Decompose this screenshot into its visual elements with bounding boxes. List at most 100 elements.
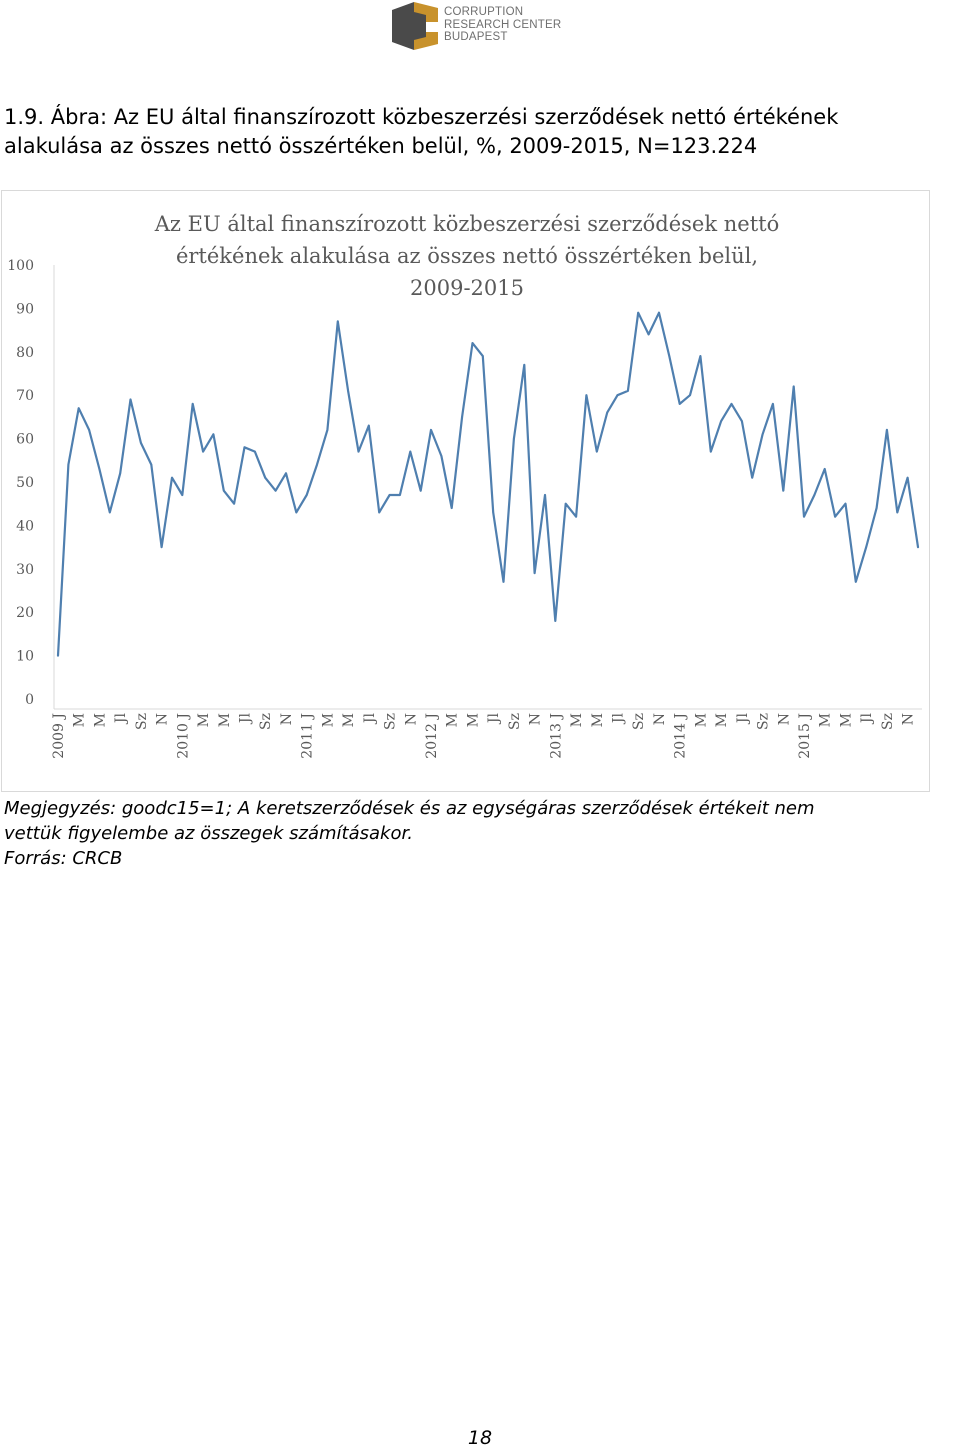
data-point (627, 390, 629, 392)
x-tick-label: Sz (880, 713, 896, 730)
x-tick-label: 2014 J (673, 713, 689, 759)
x-tick-label: 2013 J (548, 713, 564, 759)
x-tick-label: M (320, 713, 336, 727)
data-point (450, 507, 453, 509)
data-point (647, 333, 650, 336)
x-tick-label: 2012 J (424, 713, 440, 759)
x-tick-label: Sz (134, 713, 150, 730)
x-tick-label: Sz (258, 713, 274, 730)
y-tick-label: 0 (25, 692, 34, 708)
data-point (813, 494, 816, 496)
data-point (88, 429, 90, 431)
x-tick-label: Sz (756, 713, 772, 730)
x-tick-label: M (818, 713, 834, 727)
data-point (181, 494, 184, 496)
y-tick-label: 30 (16, 562, 34, 578)
data-point (564, 502, 567, 505)
data-point (772, 403, 774, 405)
crcb-logo: CORRUPTION RESEARCH CENTER BUDAPEST (392, 2, 582, 50)
x-tick-label: Jl (611, 712, 627, 725)
x-tick-label: M (714, 713, 730, 727)
data-point (243, 446, 246, 449)
data-point (295, 511, 298, 514)
x-tick-label: M (838, 713, 854, 727)
data-point (430, 429, 432, 431)
data-point (233, 502, 235, 505)
data-point (212, 433, 215, 436)
data-point (471, 342, 474, 344)
y-tick-label: 100 (7, 258, 34, 274)
data-point (720, 420, 722, 422)
x-tick-label: 2009 J (51, 713, 67, 759)
x-tick-label: Sz (383, 713, 399, 730)
data-point (917, 546, 919, 548)
data-point (834, 515, 836, 518)
data-point (502, 581, 505, 583)
x-tick-label: Jl (113, 712, 129, 725)
x-tick-label: 2010 J (175, 713, 191, 759)
data-point (223, 489, 225, 492)
data-point (585, 394, 588, 396)
figure-heading: 1.9. Ábra: Az EU által finanszírozott kö… (4, 103, 956, 161)
data-point (616, 394, 619, 396)
data-point (98, 468, 101, 470)
data-point (326, 429, 329, 431)
y-tick-label: 10 (16, 649, 34, 665)
logo-line: RESEARCH CENTER (444, 18, 562, 31)
y-tick-label: 70 (16, 388, 34, 404)
x-tick-label: N (403, 713, 419, 725)
data-point (440, 455, 443, 457)
x-tick-label: 2015 J (797, 713, 813, 759)
x-tick-label: N (901, 713, 917, 725)
x-tick-label: Jl (859, 712, 875, 725)
chart-title: Az EU által finanszírozott közbeszerzési… (154, 212, 780, 300)
x-tick-label: M (569, 713, 585, 727)
logo-text: CORRUPTION RESEARCH CENTER BUDAPEST (444, 6, 561, 44)
data-point (523, 364, 526, 366)
data-point (689, 394, 691, 396)
data-point (596, 450, 598, 453)
chart-frame: Az EU által finanszírozott közbeszerzési… (1, 190, 930, 792)
x-tick-label: Jl (362, 712, 378, 725)
x-tick-label: Jl (486, 712, 502, 725)
chart-title-line: értékének alakulása az összes nettó össz… (176, 244, 758, 268)
data-point (678, 403, 681, 405)
data-point (347, 390, 349, 392)
data-point (150, 463, 153, 466)
data-point (533, 572, 536, 574)
data-point (782, 489, 785, 492)
x-tick-label: M (341, 713, 357, 727)
x-tick-label: M (445, 713, 461, 727)
y-tick-label: 80 (16, 345, 34, 361)
x-tick-label: N (528, 713, 544, 725)
logo-line: BUDAPEST (444, 31, 508, 43)
figure-heading-line: 1.9. Ábra: Az EU által finanszírozott kö… (4, 105, 839, 129)
y-tick-label: 20 (16, 605, 34, 621)
x-tick-label: Jl (735, 712, 751, 725)
data-point (761, 433, 764, 436)
x-tick-label: M (92, 713, 108, 727)
data-point (77, 407, 80, 409)
y-tick-label: 60 (16, 432, 34, 448)
data-point (896, 511, 899, 514)
data-point (637, 311, 639, 314)
series-group (56, 311, 920, 657)
x-tick-label: M (590, 713, 606, 727)
data-point (875, 507, 878, 509)
data-point (865, 546, 867, 548)
data-point (482, 355, 484, 357)
x-tick-label: Sz (631, 713, 647, 730)
data-point (357, 450, 360, 453)
data-point (171, 476, 173, 479)
data-point (337, 320, 339, 323)
x-tick-label: N (155, 713, 171, 725)
data-point (285, 472, 287, 475)
data-point (710, 450, 712, 453)
data-point (274, 489, 277, 492)
source-line: Forrás: CRCB (4, 848, 123, 869)
data-point (388, 494, 391, 496)
data-point (368, 424, 370, 427)
y-axis-ticks: 0 10 20 30 40 50 60 70 80 90 100 (7, 258, 34, 708)
x-tick-label: 2011 J (300, 713, 316, 759)
chart-title-line: 2009-2015 (410, 276, 524, 300)
